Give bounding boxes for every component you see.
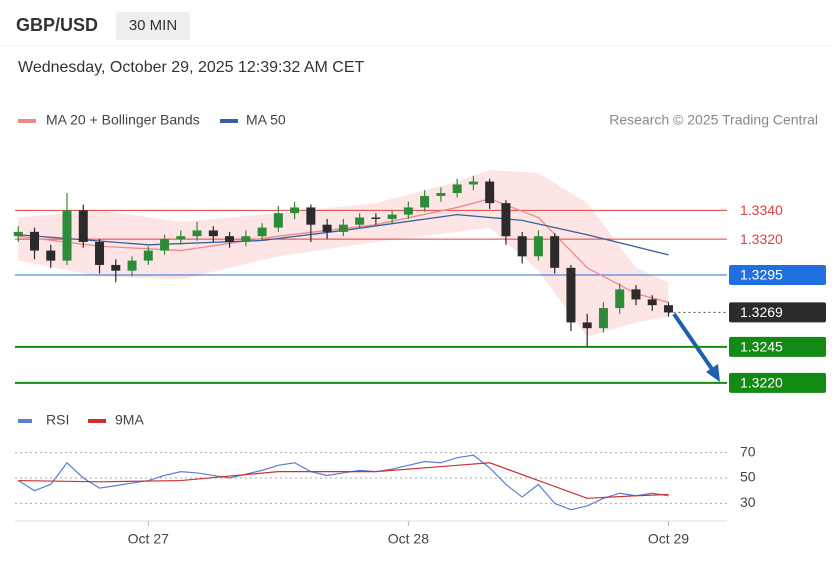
y-tick-label: 30 <box>740 494 756 510</box>
level-label: 1.3320 <box>740 231 783 247</box>
candle-body <box>582 322 592 329</box>
candle-body <box>647 299 657 306</box>
candle-body <box>501 203 511 237</box>
legend-label: 9MA <box>115 412 144 428</box>
candle-body <box>420 195 430 208</box>
candle-body <box>176 236 186 240</box>
candle-body <box>127 260 137 271</box>
x-tick-label: Oct 28 <box>388 531 429 547</box>
candle-body <box>273 213 283 228</box>
candle-body <box>208 230 218 237</box>
level-label: 1.3269 <box>740 304 783 320</box>
candle-body <box>517 236 527 257</box>
candle-body <box>290 207 300 214</box>
series-line <box>17 454 669 511</box>
level-box <box>729 372 826 393</box>
legend-swatch <box>18 419 32 423</box>
legend-swatch <box>18 119 36 123</box>
candle-body <box>241 236 251 242</box>
candle-body <box>371 217 381 219</box>
candle-body <box>550 236 560 268</box>
x-tick-label: Oct 29 <box>648 531 689 547</box>
legend-label: RSI <box>46 412 69 428</box>
candle-body <box>436 193 446 196</box>
projection-arrowhead <box>706 364 720 382</box>
candle-body <box>566 267 576 323</box>
candle-body <box>468 181 478 185</box>
candle-body <box>485 181 495 204</box>
candle-body <box>192 230 202 237</box>
candle-body <box>615 289 625 309</box>
candle-body <box>338 224 348 232</box>
candle-body <box>160 239 170 251</box>
symbol: GBP/USD <box>16 15 98 35</box>
level-box <box>729 336 826 357</box>
candle-body <box>598 308 608 329</box>
candle-body <box>631 289 641 300</box>
candle-body <box>111 264 121 271</box>
level-box <box>729 302 826 323</box>
level-label: 1.3220 <box>740 375 783 391</box>
legend-label: MA 50 <box>246 112 286 128</box>
candle-body <box>355 217 365 225</box>
timeframe-pill <box>116 12 190 40</box>
candle-body <box>13 231 23 237</box>
candle-body <box>78 210 88 242</box>
datetime: Wednesday, October 29, 2025 12:39:32 AM … <box>18 59 365 76</box>
level-label: 1.3245 <box>740 339 783 355</box>
candle-body <box>46 250 56 261</box>
candle-body <box>30 231 40 251</box>
candle-body <box>257 227 267 237</box>
legend-swatch <box>220 119 238 123</box>
source: Research © 2025 Trading Central <box>609 112 818 128</box>
level-label: 1.3295 <box>740 267 783 283</box>
x-tick-label: Oct 27 <box>128 531 169 547</box>
candle-body <box>387 214 397 219</box>
candle-body <box>143 250 153 261</box>
legend-swatch <box>88 419 106 423</box>
series-line <box>18 198 669 303</box>
candle-body <box>306 207 316 225</box>
level-label: 1.3340 <box>740 202 783 218</box>
candle-body <box>533 236 543 257</box>
y-tick-label: 70 <box>740 443 756 459</box>
candle-body <box>322 224 332 232</box>
projection-arrow <box>672 312 716 374</box>
candle-body <box>403 207 413 215</box>
candle-body <box>663 305 673 313</box>
level-box <box>729 265 826 285</box>
candle-body <box>452 184 462 194</box>
legend-label: MA 20 + Bollinger Bands <box>46 112 200 128</box>
timeframe: 30 MIN <box>129 17 177 34</box>
candle-body <box>225 236 235 242</box>
candle-body <box>62 210 72 261</box>
candle-body <box>95 241 105 265</box>
y-tick-label: 50 <box>740 469 756 485</box>
series-line <box>18 462 669 499</box>
